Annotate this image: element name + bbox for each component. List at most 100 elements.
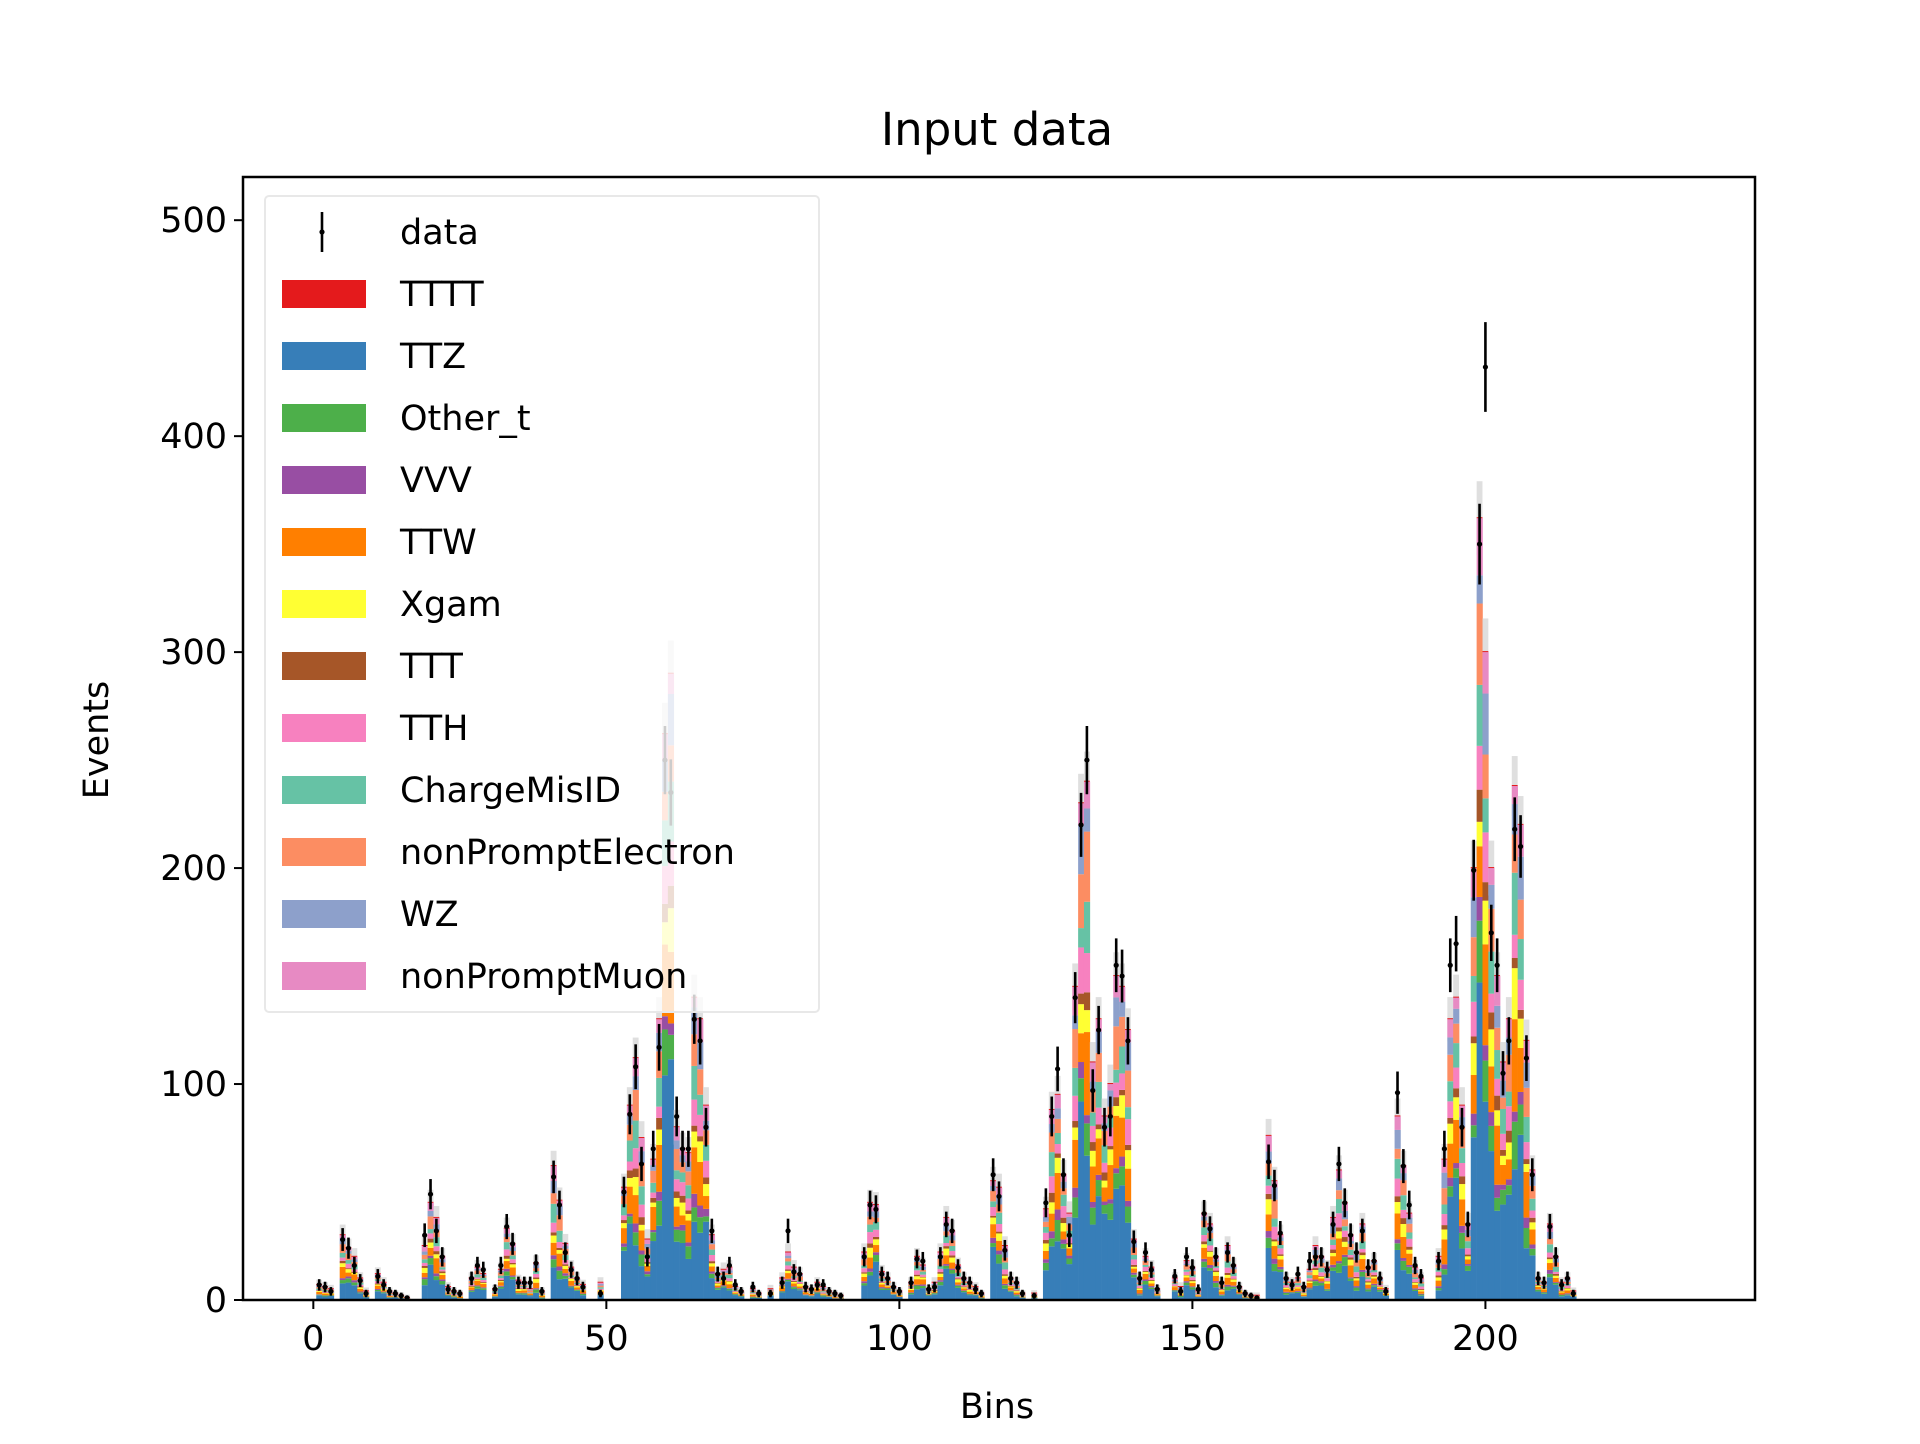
bar-segment-ttt <box>1518 1010 1524 1019</box>
bar-segment-other_t <box>1230 1287 1236 1289</box>
bar-segment-ttw <box>1354 1280 1360 1286</box>
bar-segment-ttw <box>1184 1277 1190 1281</box>
bar-segment-ttw <box>680 1215 686 1225</box>
bar-segment-ttt <box>633 1169 639 1177</box>
bar-segment-tth <box>1447 1101 1453 1118</box>
bar-segment-xgam <box>1436 1277 1442 1280</box>
bar-segment-other_t <box>1125 1207 1131 1223</box>
bar-segment-tth <box>1418 1287 1424 1290</box>
bar-segment-tth <box>674 1179 680 1191</box>
bar-segment-tttt <box>1055 1094 1061 1095</box>
bar-segment-other_t <box>996 1254 1002 1263</box>
bar-segment-chargemisid <box>1330 1240 1336 1245</box>
bar-segment-vvv <box>990 1238 996 1243</box>
bar-segment-xgam <box>1148 1281 1154 1284</box>
bar-segment-ttw <box>1301 1295 1307 1296</box>
data-marker <box>750 1284 755 1289</box>
bar-segment-vvv <box>644 1271 650 1274</box>
bar-segment-tth <box>439 1270 445 1272</box>
bar-segment-ttz <box>504 1276 510 1300</box>
data-marker <box>1096 1027 1101 1032</box>
bar-segment-ttt <box>650 1198 656 1203</box>
y-tick-label: 0 <box>205 1281 227 1321</box>
bar-segment-ttw <box>1565 1290 1571 1293</box>
bar-segment-xgam <box>697 1141 703 1162</box>
bar-segment-tttt <box>351 1256 357 1257</box>
bar-segment-tth <box>1096 1108 1102 1125</box>
bar-segment-tth <box>1277 1248 1283 1254</box>
bar-segment-nonpromptmuon <box>598 1283 604 1284</box>
bar-segment-xgam <box>750 1294 756 1295</box>
bar-segment-nonpromptelectron <box>1307 1272 1313 1275</box>
bar-segment-ttz <box>873 1262 879 1300</box>
bar-segment-ttw <box>1072 1140 1078 1188</box>
bar-segment-xgam <box>1184 1275 1190 1277</box>
data-marker <box>434 1228 439 1233</box>
bar-segment-ttw <box>1506 1159 1512 1179</box>
bar-segment-nonpromptelectron <box>551 1193 557 1204</box>
bar-segment-ttw <box>1131 1269 1137 1273</box>
data-marker <box>1407 1202 1412 1207</box>
bar-segment-xgam <box>1008 1286 1014 1287</box>
bar-segment-other_t <box>1266 1238 1272 1248</box>
bar-segment-tth <box>639 1205 645 1218</box>
bar-segment-ttz <box>1400 1270 1406 1300</box>
bar-segment-other_t <box>1014 1295 1020 1296</box>
data-marker <box>1307 1259 1312 1264</box>
bar-segment-xgam <box>1195 1295 1201 1296</box>
bar-segment-other_t <box>351 1282 357 1285</box>
data-marker <box>375 1274 380 1279</box>
bar-segment-xgam <box>1512 968 1518 1019</box>
bar-segment-vvv <box>1512 1112 1518 1122</box>
x-tick-label: 0 <box>302 1319 324 1359</box>
bar-segment-ttw <box>674 1207 680 1227</box>
bar-segment-wz <box>1471 897 1477 937</box>
bar-segment-xgam <box>650 1203 656 1207</box>
bar-segment-other_t <box>1148 1287 1154 1289</box>
bar-segment-ttt <box>1014 1290 1020 1291</box>
bar-segment-ttz <box>510 1279 516 1300</box>
bar-segment-ttz <box>1547 1277 1553 1300</box>
data-marker <box>1418 1274 1423 1279</box>
bar-segment-vvv <box>867 1269 873 1272</box>
bar-segment-xgam <box>1102 1181 1108 1188</box>
bar-segment-other_t <box>1283 1293 1289 1295</box>
bar-segment-tth <box>1043 1233 1049 1240</box>
data-marker <box>451 1289 456 1294</box>
bar-segment-vvv <box>697 1206 703 1218</box>
bar-segment-ttt <box>715 1283 721 1284</box>
bar-segment-ttz <box>340 1283 346 1300</box>
bar-segment-other_t <box>422 1279 428 1285</box>
bar-segment-vvv <box>474 1285 480 1286</box>
bar-segment-other_t <box>539 1298 545 1299</box>
bar-segment-vvv <box>1137 1293 1143 1294</box>
bar-segment-ttz <box>1324 1291 1330 1300</box>
bar-segment-other_t <box>1225 1287 1231 1291</box>
bar-segment-xgam <box>621 1223 627 1228</box>
bar-segment-chargemisid <box>726 1275 732 1278</box>
bar-segment-ttz <box>1143 1284 1149 1300</box>
bar-segment-ttt <box>480 1282 486 1283</box>
bar-segment-tth <box>422 1263 428 1266</box>
data-marker <box>539 1289 544 1294</box>
data-marker <box>328 1289 333 1294</box>
bar-segment-ttz <box>1406 1274 1412 1300</box>
bar-segment-tth <box>680 1182 686 1196</box>
bar-segment-chargemisid <box>1049 1152 1055 1176</box>
bar-segment-ttz <box>937 1285 943 1300</box>
bar-segment-ttt <box>656 1118 662 1130</box>
bar-segment-xgam <box>510 1264 516 1267</box>
data-marker <box>346 1246 351 1251</box>
bar-segment-other_t <box>1102 1205 1108 1214</box>
bar-segment-tth <box>598 1289 604 1290</box>
bar-segment-nonpromptmuon <box>1447 1019 1453 1037</box>
bar-segment-ttw <box>726 1284 732 1288</box>
bar-segment-ttw <box>1518 1048 1524 1092</box>
bar-segment-vvv <box>428 1256 434 1258</box>
bar-segment-ttw <box>656 1145 662 1192</box>
bar-segment-ttz <box>668 1059 674 1300</box>
bar-segment-ttw <box>1488 1066 1494 1112</box>
data-marker <box>381 1282 386 1287</box>
bar-segment-ttt <box>1547 1257 1553 1259</box>
